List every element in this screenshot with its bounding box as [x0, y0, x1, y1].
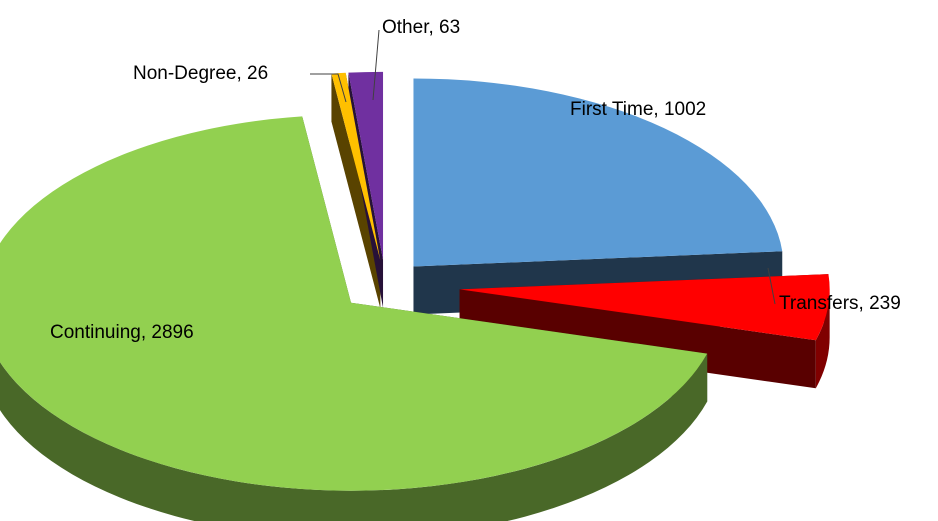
slice [413, 78, 783, 267]
slice [348, 71, 384, 260]
leader-line [767, 267, 776, 305]
data-label: Non-Degree, 26 [133, 63, 268, 84]
leader-line [372, 29, 380, 101]
slice-side [815, 289, 830, 389]
slice [459, 274, 830, 341]
slice [331, 72, 381, 260]
slice-side [0, 353, 708, 521]
slice [0, 116, 708, 491]
data-label: First Time, 1002 [570, 99, 706, 120]
data-label: Other, 63 [382, 17, 460, 38]
data-label: Continuing, 2896 [50, 322, 194, 343]
slice-face [459, 289, 816, 389]
slice-face [331, 73, 381, 308]
leader-line [310, 73, 347, 103]
data-label: Transfers, 239 [779, 293, 901, 314]
